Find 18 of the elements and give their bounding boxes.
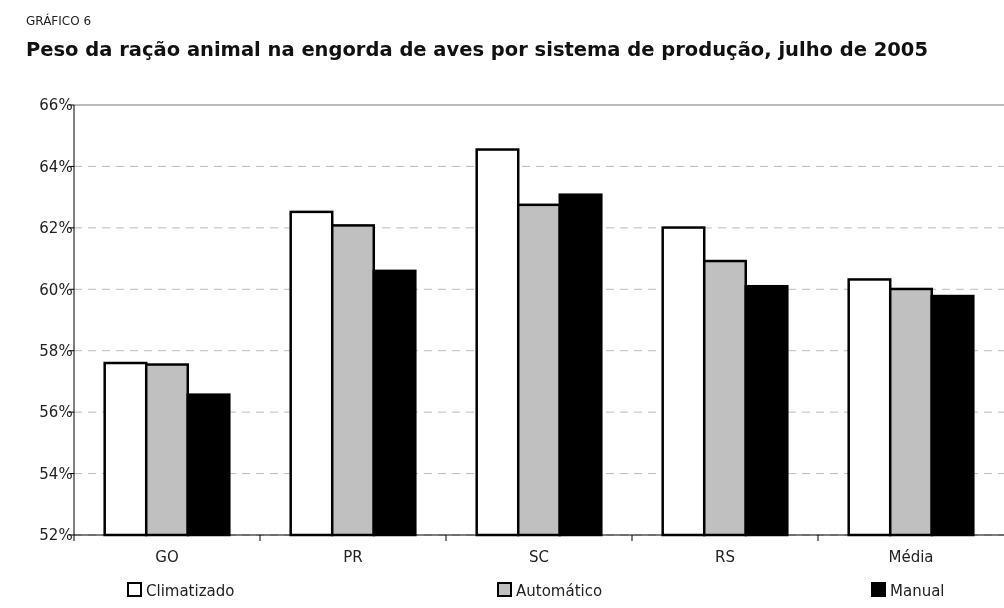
legend-label: Manual: [890, 582, 945, 600]
chart-subtitle: GRÁFICO 6: [26, 13, 92, 28]
x-tick-label: RS: [715, 548, 735, 566]
legend-label: Climatizado: [146, 582, 235, 600]
y-tick-label: 62%: [39, 219, 73, 238]
y-tick-label: 52%: [39, 526, 73, 545]
y-tick-label: 66%: [39, 96, 73, 115]
x-tick-label: GO: [155, 548, 179, 566]
legend-label: Automático: [516, 582, 603, 600]
y-tick-label: 56%: [39, 403, 73, 422]
y-tick-label: 58%: [39, 341, 73, 360]
y-tick-label: 60%: [39, 280, 73, 299]
y-tick-label: 64%: [39, 157, 73, 176]
x-tick-label: PR: [343, 548, 363, 566]
x-tick-label: SC: [529, 548, 549, 566]
y-tick-label: 54%: [39, 464, 73, 483]
chart-title: Peso da ração animal na engorda de aves por sistema de produção, julho de 2005: [26, 38, 928, 61]
x-tick-label: Média: [888, 548, 934, 566]
